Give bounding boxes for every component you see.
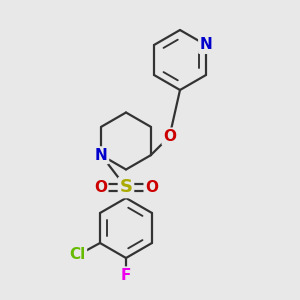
Text: S: S [119, 178, 133, 196]
Text: O: O [145, 180, 158, 195]
Text: N: N [95, 148, 108, 163]
Text: N: N [200, 38, 212, 52]
Text: O: O [163, 129, 176, 144]
Text: O: O [94, 180, 107, 195]
Text: Cl: Cl [69, 247, 85, 262]
Text: F: F [121, 268, 131, 283]
